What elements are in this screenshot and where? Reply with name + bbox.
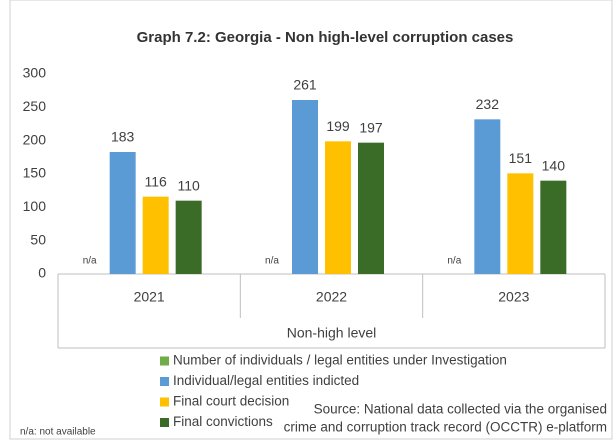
bar — [358, 142, 384, 274]
y-tick-label: 200 — [23, 131, 47, 147]
x-tick-label: 2022 — [316, 289, 347, 305]
x-group-label: Non-high level — [287, 325, 377, 341]
y-tick-label: 50 — [30, 231, 46, 247]
y-tick-label: 0 — [38, 265, 46, 281]
legend-swatch — [160, 397, 169, 407]
legend-swatch — [160, 377, 169, 386]
y-tick-label: 300 — [23, 65, 47, 81]
bar — [474, 119, 501, 274]
value-label: 116 — [145, 173, 168, 189]
value-label: 199 — [326, 118, 350, 134]
value-label: n/a — [447, 256, 461, 267]
y-tick-label: 100 — [23, 198, 47, 214]
bar — [507, 173, 534, 274]
legend-label: Final convictions — [173, 414, 273, 429]
footnote: n/a: not available — [20, 427, 96, 438]
value-label: n/a — [265, 256, 279, 267]
source-note: crime and corruption track record (OCCTR… — [284, 420, 607, 435]
legend-swatch — [160, 356, 169, 366]
value-label: n/a — [83, 256, 97, 267]
legend-swatch — [160, 418, 169, 427]
bar — [292, 100, 318, 274]
value-label: 110 — [178, 177, 201, 193]
bar — [540, 180, 567, 274]
value-label: 151 — [509, 150, 533, 166]
value-label: 183 — [111, 129, 135, 145]
chart-title: Graph 7.2: Georgia - Non high-level corr… — [137, 29, 514, 46]
legend-label: Number of individuals / legal entities u… — [173, 353, 507, 368]
x-tick-label: 2023 — [498, 289, 529, 305]
value-label: 140 — [542, 157, 566, 173]
y-tick-label: 150 — [23, 165, 47, 181]
legend-label: Final court decision — [173, 394, 289, 409]
source-note: Source: National data collected via the … — [314, 402, 607, 417]
x-tick-label: 2021 — [134, 289, 165, 305]
bar — [175, 200, 202, 274]
bar — [325, 141, 351, 274]
value-label: 261 — [293, 77, 317, 93]
y-tick-label: 250 — [23, 98, 47, 114]
legend-label: Individual/legal entities indicted — [173, 373, 359, 388]
bar — [109, 152, 136, 274]
bar — [142, 196, 169, 274]
value-label: 197 — [359, 119, 383, 135]
value-label: 232 — [476, 96, 500, 112]
